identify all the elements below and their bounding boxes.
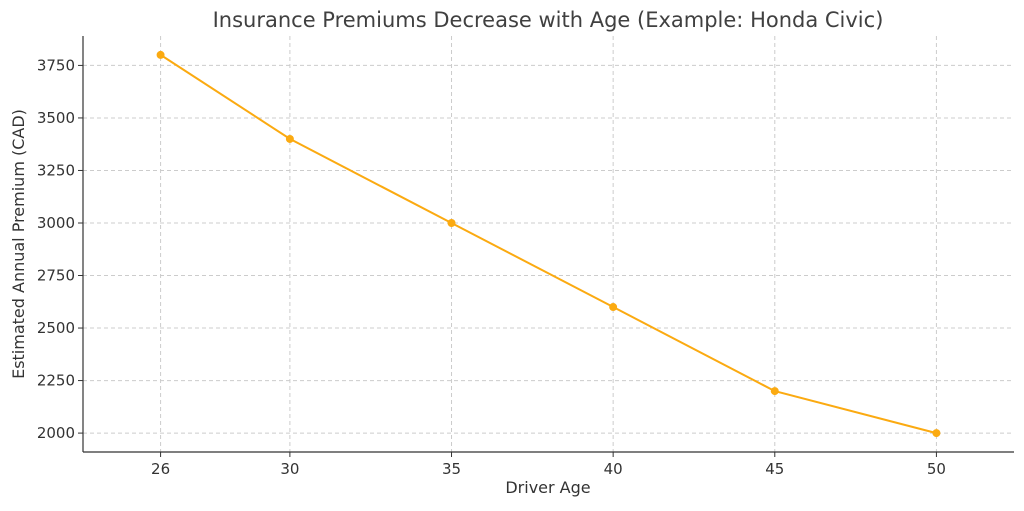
data-point xyxy=(285,134,294,143)
data-point xyxy=(156,50,165,59)
chart-title: Insurance Premiums Decrease with Age (Ex… xyxy=(213,8,884,32)
y-tick-label: 2000 xyxy=(37,424,75,442)
y-tick-label: 2250 xyxy=(37,372,75,390)
y-tick-label: 3750 xyxy=(37,56,75,74)
x-ticks: 26 30 35 40 45 50 xyxy=(151,452,946,478)
x-tick-label: 50 xyxy=(927,460,946,478)
x-axis-label: Driver Age xyxy=(505,478,590,497)
y-tick-label: 3250 xyxy=(37,161,75,179)
y-tick-label: 3500 xyxy=(37,109,75,127)
y-ticks: 2000 2250 2500 2750 3000 3250 3500 3750 xyxy=(37,56,83,442)
x-tick-label: 30 xyxy=(280,460,299,478)
grid xyxy=(83,36,1014,452)
series-line xyxy=(160,54,937,435)
data-point xyxy=(447,218,456,227)
data-point xyxy=(932,429,941,438)
x-tick-label: 35 xyxy=(442,460,461,478)
axes xyxy=(82,36,1014,453)
y-tick-label: 2500 xyxy=(37,319,75,337)
data-point xyxy=(609,303,618,312)
y-axis-label: Estimated Annual Premium (CAD) xyxy=(9,109,28,379)
x-tick-label: 40 xyxy=(604,460,623,478)
y-tick-label: 3000 xyxy=(37,214,75,232)
data-point xyxy=(770,387,779,396)
series-layer xyxy=(156,50,941,438)
y-tick-label: 2750 xyxy=(37,267,75,285)
x-tick-label: 26 xyxy=(151,460,170,478)
x-tick-label: 45 xyxy=(765,460,784,478)
